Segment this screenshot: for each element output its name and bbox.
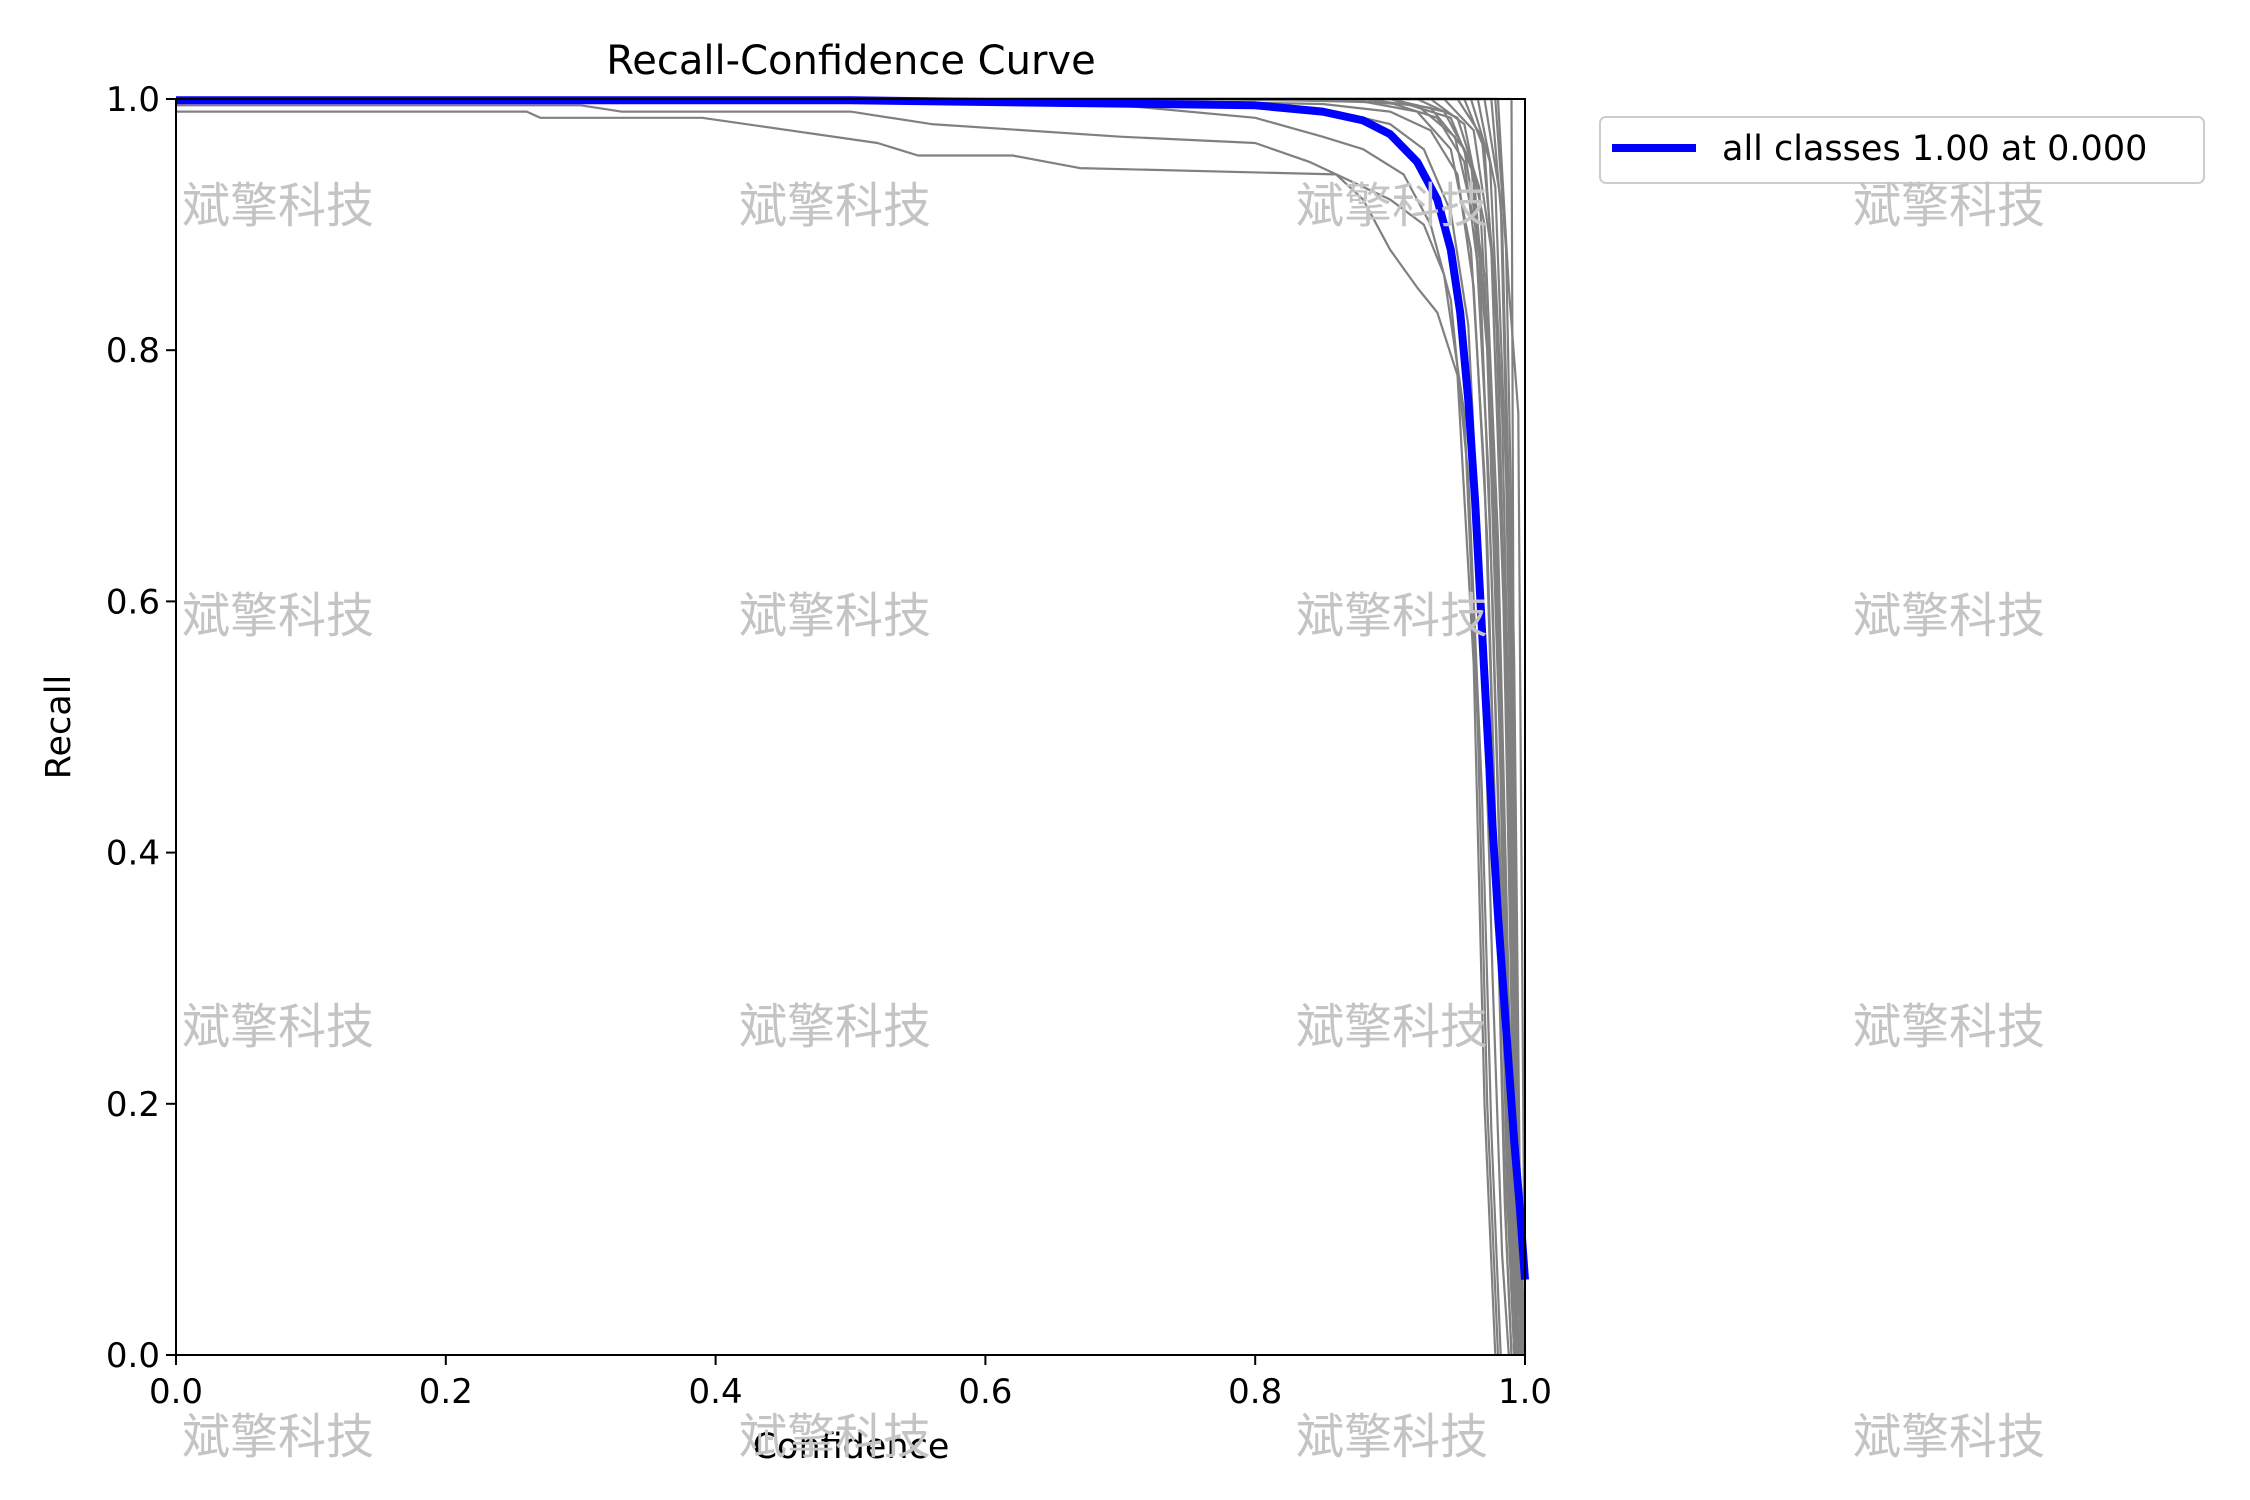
legend: all classes 1.00 at 0.000	[1599, 116, 2205, 184]
watermark-text: 斌擎科技	[182, 178, 374, 234]
watermark-text: 斌擎科技	[1853, 999, 2045, 1055]
plot-frame	[175, 98, 1526, 1356]
x-tick-label: 0.6	[958, 1372, 1012, 1412]
x-tick-label: 0.4	[689, 1372, 743, 1412]
chart-title: Recall-Confidence Curve	[606, 38, 1095, 84]
y-tick-label: 1.0	[106, 80, 160, 120]
class-curve-8	[176, 97, 1516, 1356]
all-classes-series	[176, 96, 1529, 1280]
watermark-text: 斌擎科技	[739, 178, 931, 234]
x-tick-label: 0.0	[149, 1372, 203, 1412]
x-tick-label: 1.0	[1498, 1372, 1552, 1412]
plot-area-background	[176, 99, 1525, 1355]
watermark-text: 斌擎科技	[1296, 178, 1488, 234]
watermark-text: 斌擎科技	[182, 1409, 374, 1465]
x-tick-label: 0.8	[1228, 1372, 1282, 1412]
watermark-text: 斌擎科技	[1853, 588, 2045, 644]
x-axis-ticks: 0.0 0.2 0.4 0.6 0.8 1.0	[149, 1355, 1552, 1412]
series-line-all-classes	[176, 96, 1529, 1280]
watermark-text: 斌擎科技	[739, 588, 931, 644]
legend-label-all-classes: all classes 1.00 at 0.000	[1722, 129, 2147, 169]
y-tick-label: 0.2	[106, 1085, 160, 1125]
legend-box	[1599, 116, 2205, 184]
y-tick-label: 0.0	[106, 1336, 160, 1376]
x-axis-label: Confidence	[753, 1427, 950, 1467]
watermark-text: 斌擎科技	[182, 999, 374, 1055]
y-axis-ticks: 0.0 0.2 0.4 0.6 0.8 1.0	[106, 80, 176, 1376]
x-tick-label: 0.2	[419, 1372, 473, 1412]
watermark-text: 斌擎科技	[1853, 178, 2045, 234]
class-curve-2	[176, 104, 1500, 1356]
y-tick-label: 0.4	[106, 834, 160, 874]
watermark-text: 斌擎科技	[1296, 588, 1488, 644]
watermark-text: 斌擎科技	[1853, 1409, 2045, 1465]
watermark-text: 斌擎科技	[739, 999, 931, 1055]
y-tick-label: 0.6	[106, 582, 160, 622]
watermark-text: 斌擎科技	[182, 588, 374, 644]
watermark-text: 斌擎科技	[1296, 999, 1488, 1055]
y-axis-label: Recall	[39, 675, 79, 779]
class-curve-13	[176, 97, 1521, 1356]
watermark-text: 斌擎科技	[739, 1409, 931, 1465]
watermark-text: 斌擎科技	[1296, 1409, 1488, 1465]
y-tick-label: 0.8	[106, 331, 160, 371]
